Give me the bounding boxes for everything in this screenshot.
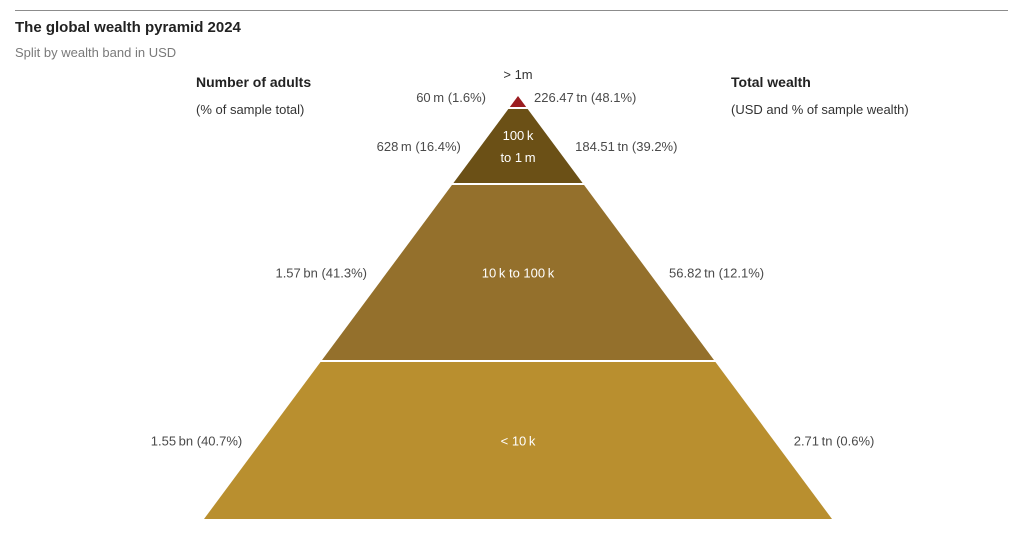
chart-subtitle: Split by wealth band in USD <box>15 45 177 60</box>
left-header-title: Number of adults <box>196 74 312 90</box>
pyramid-band-100k-to-1m <box>453 109 583 183</box>
top-divider <box>15 10 1008 11</box>
adults-label-1m: 60 m (1.6%) <box>416 90 486 105</box>
band-label-100k-to-1m: to 1 m <box>500 150 535 165</box>
band-label-100k-to-1m: 100 k <box>503 128 534 143</box>
band-label-1m: > 1m <box>503 67 532 82</box>
left-header-subtitle: (% of sample total) <box>196 102 305 117</box>
right-header-title: Total wealth <box>731 74 811 90</box>
wealth-label-10k-to-100k: 56.82 tn (12.1%) <box>669 266 764 281</box>
adults-label-10k: 1.55 bn (40.7%) <box>151 434 243 449</box>
wealth-label-100k-to-1m: 184.51 tn (39.2%) <box>575 139 677 154</box>
band-label-10k: < 10 k <box>501 434 536 449</box>
chart-title: The global wealth pyramid 2024 <box>15 19 241 36</box>
pyramid-band-1m <box>509 96 527 107</box>
wealth-label-1m: 226.47 tn (48.1%) <box>534 90 636 105</box>
wealth-label-10k: 2.71 tn (0.6%) <box>794 434 875 449</box>
pyramid-band-10k <box>204 362 832 519</box>
pyramid-band-10k-to-100k <box>322 185 714 360</box>
adults-label-10k-to-100k: 1.57 bn (41.3%) <box>275 266 367 281</box>
adults-label-100k-to-1m: 628 m (16.4%) <box>377 139 461 154</box>
right-header-subtitle: (USD and % of sample wealth) <box>731 102 909 117</box>
band-label-10k-to-100k: 10 k to 100 k <box>482 266 555 281</box>
